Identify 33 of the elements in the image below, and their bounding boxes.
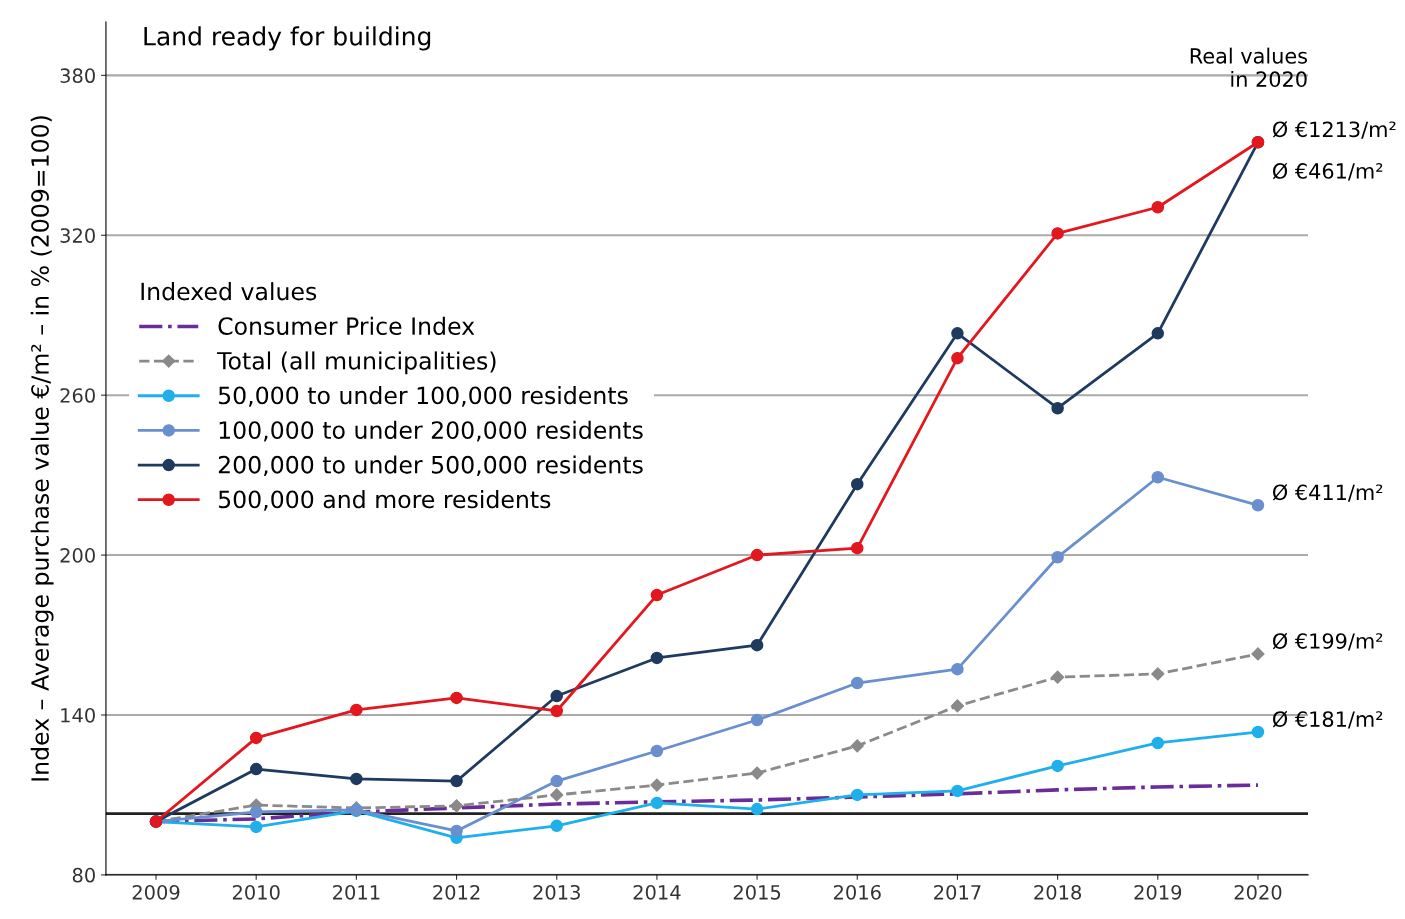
legend-label: 50,000 to under 100,000 residents — [218, 386, 628, 407]
y-axis-title: Index – Average purchase value €/m² – in % (2009=100) — [30, 116, 54, 781]
annotation: Ø €1213/m² — [1272, 121, 1396, 139]
x-tick-label: 2018 — [1034, 884, 1082, 900]
legend-label: 200,000 to under 500,000 residents — [218, 455, 643, 477]
legend-label: 500,000 and more residents — [218, 490, 551, 511]
chart-title: Land ready for building — [144, 26, 431, 51]
x-tick-label: 2020 — [1234, 884, 1282, 900]
x-tick-label: 2016 — [833, 884, 881, 900]
legend-label: Total (all municipalities) — [217, 351, 496, 375]
annotation: Ø €461/m² — [1272, 162, 1383, 181]
y-tick-label: 260 — [60, 388, 95, 403]
legend-label: Consumer Price Index — [218, 316, 475, 336]
annotation: Ø €411/m² — [1272, 484, 1383, 502]
annotation: Ø €199/m² — [1272, 632, 1383, 651]
x-tick-label: 2017 — [934, 884, 981, 900]
y-tick-label: 320 — [60, 228, 95, 243]
x-tick-label: 2009 — [132, 884, 180, 900]
legend-label: 100,000 to under 200,000 residents — [219, 420, 643, 442]
x-tick-label: 2012 — [433, 884, 480, 900]
x-tick-label: 2015 — [733, 884, 781, 900]
x-tick-label: 2019 — [1134, 884, 1182, 900]
x-tick-label: 2010 — [232, 884, 280, 900]
annotation: Ø €181/m² — [1272, 710, 1383, 729]
y-tick-label: 200 — [60, 548, 95, 563]
legend-title: Indexed values — [141, 282, 317, 301]
y-tick-label: 80 — [72, 867, 95, 883]
x-tick-label: 2011 — [333, 884, 380, 900]
y-tick-label: 140 — [61, 707, 95, 723]
y-tick-label: 380 — [60, 68, 95, 84]
x-tick-label: 2014 — [633, 884, 681, 900]
x-tick-label: 2013 — [533, 884, 580, 900]
annotation: Real values in 2020 — [1190, 47, 1308, 88]
